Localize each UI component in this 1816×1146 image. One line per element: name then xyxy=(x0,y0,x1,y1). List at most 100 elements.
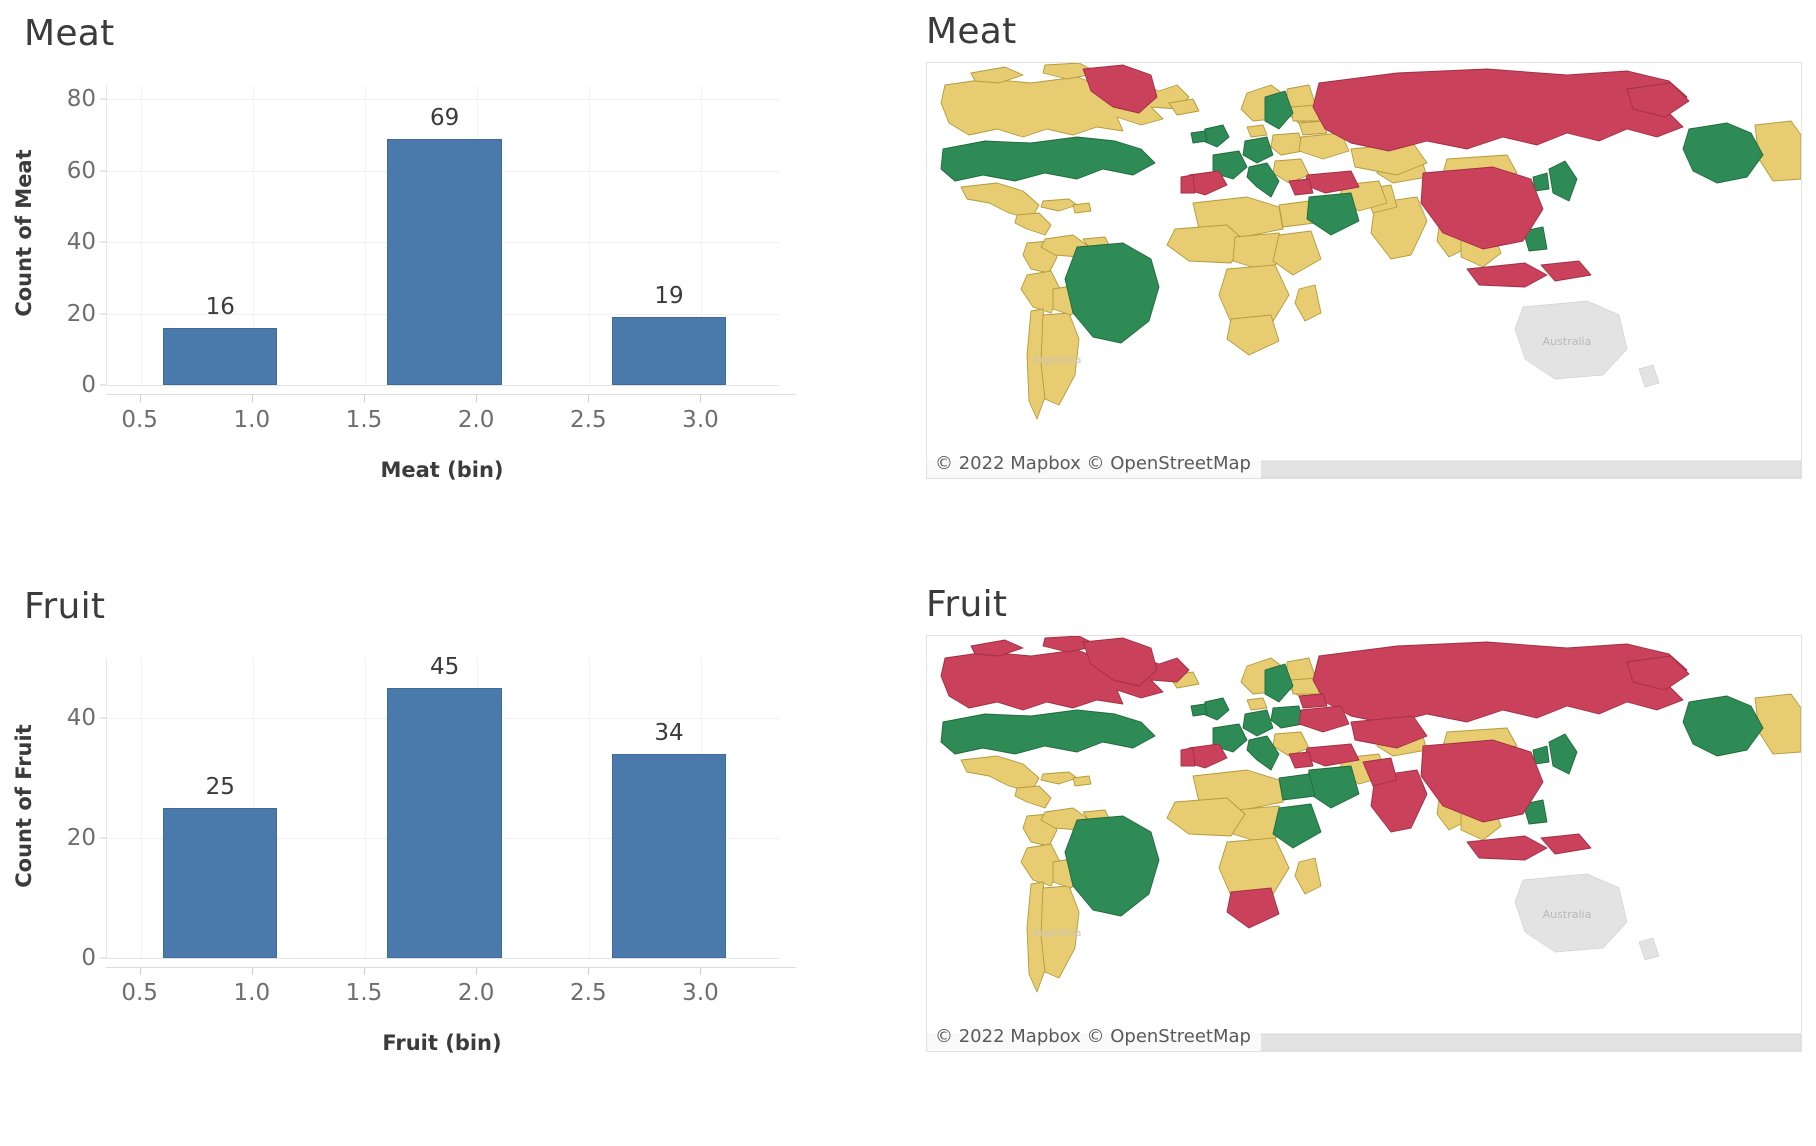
map-country-belarus[interactable] xyxy=(1298,693,1328,709)
map-country-russia2[interactable] xyxy=(1626,82,1690,118)
meat-world-choropleth[interactable]: Australia Argentina xyxy=(927,63,1801,478)
map-country-italy[interactable] xyxy=(1246,162,1280,198)
map-country-france[interactable] xyxy=(1212,723,1248,753)
map-country-pakistan[interactable] xyxy=(1362,757,1398,787)
x-gridline xyxy=(589,658,591,958)
map-country-greece[interactable] xyxy=(1288,178,1314,196)
map-country-ukraine[interactable] xyxy=(1298,705,1350,733)
map-country-denmark[interactable] xyxy=(1246,697,1268,711)
map-country-greenl[interactable] xyxy=(1082,64,1158,114)
map-country-france[interactable] xyxy=(1212,150,1248,180)
fruit-map-frame[interactable]: Australia Argentina © 2022 Mapbox © OpenS… xyxy=(926,635,1802,1052)
x-gridline xyxy=(364,658,366,958)
map-country-australia[interactable] xyxy=(1514,873,1628,953)
histogram-bar[interactable]: 16 xyxy=(163,294,278,385)
map-country-wafrica[interactable] xyxy=(1166,224,1246,264)
map-country-poland[interactable] xyxy=(1270,132,1304,156)
map-country-peru[interactable] xyxy=(1020,270,1062,314)
map-country-nz[interactable] xyxy=(1638,364,1660,388)
map-country-ireland[interactable] xyxy=(1190,703,1208,717)
histogram-bar[interactable]: 45 xyxy=(387,654,502,958)
map-country-nz[interactable] xyxy=(1638,937,1660,961)
x-tick-label: 1.0 xyxy=(233,407,271,433)
map-country-greenl[interactable] xyxy=(1082,637,1158,687)
map-country-cuba[interactable] xyxy=(1040,771,1078,785)
map-country-indo2[interactable] xyxy=(1540,833,1592,855)
map-country-usa[interactable] xyxy=(940,709,1156,755)
map-country-india[interactable] xyxy=(1370,769,1428,833)
map-country-philip[interactable] xyxy=(1522,226,1548,252)
map-country-indonesia[interactable] xyxy=(1466,262,1548,288)
fruit-x-axis-title: Fruit (bin) xyxy=(382,1031,502,1055)
map-country-argent[interactable] xyxy=(1040,885,1080,979)
x-tick-label: 2.0 xyxy=(457,980,495,1006)
map-country-cuba2[interactable] xyxy=(1072,202,1092,214)
map-country-eafrica[interactable] xyxy=(1272,230,1322,276)
map-country-iceland[interactable] xyxy=(1168,98,1200,116)
meat-histogram-canvas: 0 20 40 60 80 16 69 19 Count of Meat Meat (bin)… xyxy=(0,62,908,562)
map-country-japan[interactable] xyxy=(1548,733,1578,775)
map-country-balkans[interactable] xyxy=(1272,731,1310,757)
map-country-sweden[interactable] xyxy=(1264,90,1294,130)
map-country-greece[interactable] xyxy=(1288,751,1314,769)
map-country-china[interactable] xyxy=(1420,739,1544,823)
fruit-world-choropleth[interactable]: Australia Argentina xyxy=(927,636,1801,1051)
map-country-camerica[interactable] xyxy=(1014,212,1052,236)
map-country-eafrica[interactable] xyxy=(1272,803,1322,849)
meat-x-axis-title: Meat (bin) xyxy=(380,458,504,482)
map-country-alaska[interactable] xyxy=(1682,695,1764,757)
map-country-germany[interactable] xyxy=(1242,709,1274,737)
map-country-denmark[interactable] xyxy=(1246,124,1268,138)
map-country-argent[interactable] xyxy=(1040,312,1080,406)
map-country-canada2[interactable] xyxy=(970,639,1024,657)
fruit-map-panel: Fruit Australia Argentina © 2022 Mapbox ©… xyxy=(908,573,1816,1146)
map-country-madagas[interactable] xyxy=(1294,857,1322,895)
map-country-indo2[interactable] xyxy=(1540,260,1592,282)
map-country-baltics[interactable] xyxy=(1290,104,1320,122)
map-country-india[interactable] xyxy=(1370,196,1428,260)
map-country-peru[interactable] xyxy=(1020,843,1062,887)
bar-value-label: 69 xyxy=(429,104,460,131)
map-country-china[interactable] xyxy=(1420,166,1544,250)
histogram-bar[interactable]: 25 xyxy=(163,774,278,958)
map-country-australia[interactable] xyxy=(1514,300,1628,380)
map-country-arabia[interactable] xyxy=(1306,192,1360,236)
map-country-portugal[interactable] xyxy=(1180,174,1196,194)
y-tick-mark xyxy=(100,957,107,959)
map-country-canada2[interactable] xyxy=(970,66,1024,84)
map-country-indonesia[interactable] xyxy=(1466,835,1548,861)
map-country-cuba2[interactable] xyxy=(1072,775,1092,787)
map-country-egypt[interactable] xyxy=(1278,773,1316,801)
histogram-bar[interactable]: 19 xyxy=(611,283,727,385)
map-country-balkans[interactable] xyxy=(1272,158,1310,184)
map-country-kazakh[interactable] xyxy=(1350,715,1428,749)
map-country-camerica[interactable] xyxy=(1014,785,1052,809)
histogram-bar[interactable]: 34 xyxy=(611,720,727,958)
map-country-portugal[interactable] xyxy=(1180,747,1196,767)
histogram-bar[interactable]: 69 xyxy=(387,105,502,385)
map-country-brazil[interactable] xyxy=(1064,815,1160,917)
map-country-madagas[interactable] xyxy=(1294,284,1322,322)
map-country-belarus[interactable] xyxy=(1298,120,1328,136)
meat-map-frame[interactable]: Australia Argentina © 2022 Mapbox © OpenS… xyxy=(926,62,1802,479)
map-country-italy[interactable] xyxy=(1246,735,1280,771)
map-country-brazil[interactable] xyxy=(1064,242,1160,344)
map-country-southaf[interactable] xyxy=(1226,887,1280,929)
map-country-russia[interactable] xyxy=(1312,68,1688,152)
map-country-japan[interactable] xyxy=(1548,160,1578,202)
map-label-australia: Australia xyxy=(1543,335,1592,348)
map-country-poland[interactable] xyxy=(1270,705,1304,729)
map-country-sweden[interactable] xyxy=(1264,663,1294,703)
bar-value-label: 25 xyxy=(205,774,235,800)
map-country-alaska[interactable] xyxy=(1682,122,1764,184)
meat-plot-area: 0 20 40 60 80 16 69 19 xyxy=(67,85,779,398)
map-country-russia2[interactable] xyxy=(1626,655,1690,691)
map-country-southaf[interactable] xyxy=(1226,314,1280,356)
map-country-wafrica[interactable] xyxy=(1166,797,1246,837)
map-country-philip[interactable] xyxy=(1522,799,1548,825)
map-country-ireland[interactable] xyxy=(1190,130,1208,144)
map-country-usa[interactable] xyxy=(940,136,1156,182)
map-country-cuba[interactable] xyxy=(1040,198,1078,212)
fruit-y-axis-title: Count of Fruit xyxy=(12,724,36,888)
map-country-germany[interactable] xyxy=(1242,136,1274,164)
